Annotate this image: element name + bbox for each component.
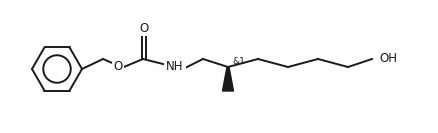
Text: &1: &1 xyxy=(232,57,245,66)
Text: O: O xyxy=(139,22,148,34)
Polygon shape xyxy=(223,67,233,91)
Text: NH: NH xyxy=(166,61,184,74)
Text: OH: OH xyxy=(379,53,397,65)
Text: O: O xyxy=(113,59,123,72)
